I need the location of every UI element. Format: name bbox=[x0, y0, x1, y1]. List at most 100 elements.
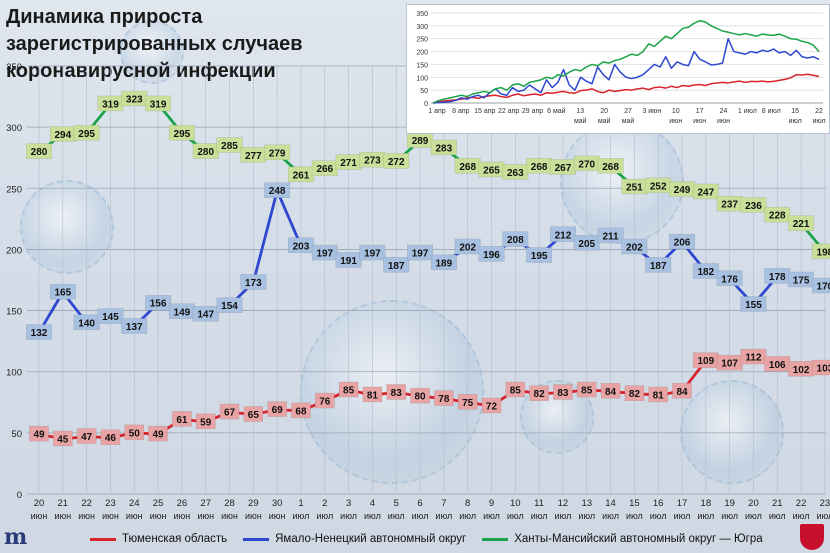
inset-line-hmao bbox=[432, 19, 820, 104]
x-tick-month: июл bbox=[388, 511, 405, 521]
data-label-box bbox=[648, 386, 668, 403]
data-label-box bbox=[192, 305, 219, 322]
data-label: 270 bbox=[578, 159, 595, 170]
data-label-box bbox=[549, 226, 576, 243]
data-label: 50 bbox=[129, 428, 141, 439]
data-label: 267 bbox=[555, 163, 572, 174]
data-label-box bbox=[478, 246, 505, 262]
x-tick-month: июн bbox=[245, 511, 262, 521]
x-tick-month: июл bbox=[364, 511, 381, 521]
data-label: 75 bbox=[462, 398, 474, 409]
data-label-box bbox=[481, 397, 502, 414]
data-label-box bbox=[76, 428, 97, 444]
x-tick-day: 14 bbox=[605, 498, 616, 509]
data-label: 82 bbox=[534, 389, 546, 400]
data-label: 252 bbox=[650, 181, 667, 192]
inset-line-tyumen bbox=[432, 73, 820, 104]
data-label: 72 bbox=[486, 401, 498, 412]
data-label: 251 bbox=[626, 183, 643, 194]
data-label-box bbox=[264, 182, 291, 198]
x-tick-month: июл bbox=[674, 511, 691, 521]
series-line-tyumen bbox=[38, 355, 825, 441]
data-label: 261 bbox=[293, 170, 310, 181]
inset-series-lines bbox=[432, 19, 820, 104]
x-tick-month: июн bbox=[269, 511, 286, 521]
data-label: 248 bbox=[269, 186, 286, 197]
data-label: 319 bbox=[102, 99, 119, 110]
inset-y-tick-label: 0 bbox=[424, 101, 428, 108]
data-label-box bbox=[359, 244, 386, 261]
data-label-box bbox=[148, 425, 168, 442]
data-label: 173 bbox=[245, 278, 262, 289]
data-label-box bbox=[267, 401, 287, 417]
x-tick-day: 12 bbox=[558, 498, 569, 509]
inset-x-tick: 3 июн bbox=[642, 108, 661, 115]
x-tick-month: июл bbox=[555, 511, 572, 521]
data-label: 145 bbox=[102, 312, 119, 323]
data-label-box bbox=[26, 143, 52, 159]
legend-label: Ханты-Мансийский автономный округ — Югра bbox=[514, 533, 763, 545]
data-label-box bbox=[624, 385, 645, 401]
x-tick-day: 6 bbox=[417, 498, 422, 509]
x-tick-month: июл bbox=[316, 511, 333, 521]
x-tick-month: июл bbox=[626, 511, 643, 521]
x-tick-day: 27 bbox=[200, 498, 211, 509]
data-label-box bbox=[529, 385, 549, 401]
data-label: 237 bbox=[721, 200, 738, 211]
inset-x-tick-month: июн bbox=[693, 118, 706, 125]
data-label-box bbox=[669, 233, 696, 250]
x-tick-month: июл bbox=[793, 511, 810, 521]
legend-item-yanao: Ямало-Ненецкий автономный округ bbox=[243, 531, 466, 547]
x-tick-month: июл bbox=[602, 511, 619, 521]
legend-swatch-red bbox=[90, 537, 116, 541]
x-tick-day: 17 bbox=[677, 498, 688, 509]
x-tick-day: 5 bbox=[394, 498, 399, 509]
inset-y-tick-label: 250 bbox=[416, 37, 428, 44]
data-label-box bbox=[383, 153, 410, 169]
inset-x-tick: 8 апр bbox=[452, 108, 470, 115]
legend-swatch-green bbox=[482, 537, 509, 541]
inset-x-tick: 13 bbox=[576, 108, 584, 115]
data-label-box bbox=[553, 384, 573, 400]
data-label-box bbox=[291, 402, 311, 419]
data-label: 205 bbox=[578, 239, 595, 250]
virus-decoration bbox=[20, 180, 114, 274]
data-label-box bbox=[216, 137, 243, 153]
inset-y-tick-label: 100 bbox=[416, 75, 428, 82]
data-label-box bbox=[692, 183, 719, 200]
data-label: 137 bbox=[126, 322, 143, 333]
data-label: 45 bbox=[57, 434, 69, 445]
data-label-box bbox=[216, 297, 243, 313]
data-label: 211 bbox=[602, 231, 619, 242]
x-tick-day: 20 bbox=[748, 498, 759, 509]
data-label: 228 bbox=[769, 211, 786, 222]
data-label: 156 bbox=[150, 299, 167, 310]
legend-item-tyumen: Тюменская область bbox=[90, 531, 227, 547]
x-tick-day: 8 bbox=[465, 498, 470, 509]
data-label: 81 bbox=[367, 390, 379, 401]
data-label: 273 bbox=[364, 156, 381, 167]
data-label-box bbox=[26, 324, 52, 340]
x-tick-month: июл bbox=[531, 511, 548, 521]
inset-x-tick: 22 апр bbox=[498, 108, 519, 115]
data-label: 277 bbox=[245, 151, 262, 162]
data-label-box bbox=[764, 206, 791, 223]
data-label: 265 bbox=[483, 165, 500, 176]
x-tick-day: 2 bbox=[322, 498, 327, 509]
data-label: 202 bbox=[626, 242, 643, 253]
data-label: 176 bbox=[721, 274, 738, 285]
x-tick-day: 13 bbox=[581, 498, 592, 509]
data-label: 295 bbox=[174, 129, 191, 140]
y-tick-label: 150 bbox=[6, 307, 22, 318]
data-label-box bbox=[172, 411, 192, 427]
data-label-box bbox=[195, 413, 216, 430]
x-tick-month: июл bbox=[340, 511, 357, 521]
x-tick-month: июл bbox=[459, 511, 476, 521]
data-label: 198 bbox=[817, 247, 830, 258]
inset-x-tick: 15 bbox=[791, 108, 799, 115]
data-label-box bbox=[600, 383, 621, 399]
x-tick-month: июл bbox=[507, 511, 524, 521]
x-tick-day: 23 bbox=[820, 498, 830, 509]
x-tick-month: июл bbox=[745, 511, 762, 521]
data-label: 59 bbox=[200, 417, 212, 428]
